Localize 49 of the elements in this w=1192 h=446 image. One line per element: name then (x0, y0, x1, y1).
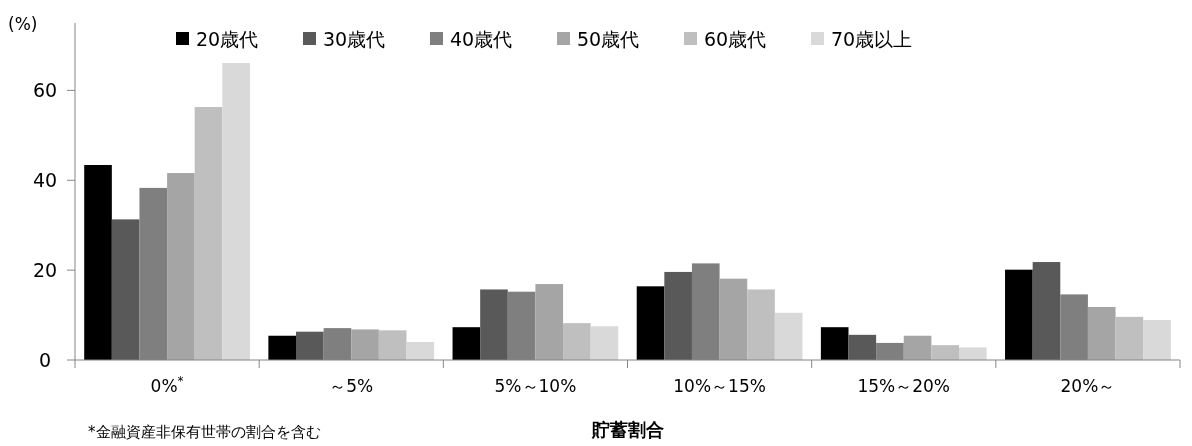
y-axis-title: (%) (8, 14, 38, 34)
text: *金融資産非保有世帯の割合を含む (88, 423, 321, 441)
legend-label: 40歳代 (450, 28, 513, 50)
bar (167, 173, 195, 360)
x-tick-label: 5%～10% (494, 376, 577, 396)
bar (1005, 269, 1033, 360)
bar (636, 286, 665, 360)
bar (719, 278, 748, 360)
bar (563, 323, 591, 360)
bar (848, 334, 877, 360)
bar (820, 327, 849, 360)
bar (664, 271, 692, 360)
bar (774, 312, 803, 360)
legend-label: 70歳以上 (831, 28, 913, 50)
bar (222, 62, 250, 360)
bar (406, 342, 435, 360)
bar (590, 326, 619, 360)
bar (296, 331, 324, 360)
bar (378, 330, 407, 360)
x-axis-title: 貯蓄割合 (590, 419, 664, 440)
bar (351, 329, 379, 360)
bar (903, 335, 932, 360)
bar (1032, 262, 1061, 360)
bar (535, 284, 564, 360)
bar (480, 289, 508, 360)
bar (452, 327, 481, 360)
bar (84, 164, 112, 360)
y-tick-label: 0 (38, 349, 52, 371)
x-tick-label: 10%～15% (673, 376, 766, 396)
bar (959, 347, 987, 360)
bar (747, 289, 775, 360)
legend-label: 30歳代 (323, 28, 386, 50)
x-tick-label: 0%$^{*}$ (150, 374, 184, 396)
bar (268, 335, 296, 360)
y-tick-label: 60 (32, 79, 58, 102)
bar (194, 107, 223, 360)
legend-label: 20歳代 (196, 28, 259, 50)
x-tick-label: 20%～ (1060, 376, 1116, 396)
legend-label: 60歳代 (704, 28, 767, 50)
legend-label: 50歳代 (577, 28, 640, 50)
y-tick-label: 40 (32, 169, 58, 192)
bar (931, 345, 959, 360)
bar (1087, 306, 1116, 360)
y-tick-label: 20 (32, 259, 58, 282)
bar (111, 219, 140, 360)
bar (1115, 316, 1144, 360)
bar (1143, 320, 1171, 360)
x-tick-label: 15%～20% (857, 376, 951, 396)
x-tick-label: ～5% (329, 376, 374, 396)
